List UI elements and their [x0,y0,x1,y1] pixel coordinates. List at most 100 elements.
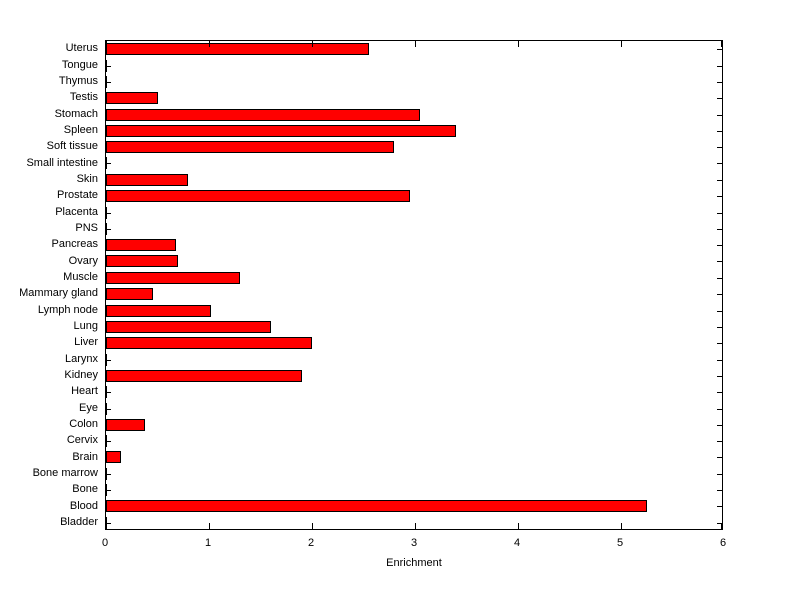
y-tick-label: PNS [75,221,98,234]
y-axis-tick-right [717,115,722,116]
y-tick-label: Brain [72,450,98,463]
y-axis-tick-right [717,506,722,507]
x-axis-tick-bottom [312,523,313,529]
y-tick-label: Mammary gland [19,287,98,300]
y-tick-label: Heart [71,385,98,398]
zero-bar [106,403,107,415]
y-axis-tick-right [717,245,722,246]
y-tick-label: Larynx [64,352,98,365]
x-axis-label: Enrichment [386,557,442,569]
zero-bar [106,60,107,72]
y-axis-tick-left [106,441,111,442]
bar [106,451,121,463]
x-axis-tick-top [518,41,519,47]
y-axis-tick-right [717,409,722,410]
y-axis-tick-right [717,49,722,50]
x-tick-label: 4 [513,537,521,549]
y-tick-label: Skin [76,172,98,185]
zero-bar [106,354,107,366]
x-axis-tick-top [312,41,313,47]
bar [106,92,158,104]
y-axis-tick-left [106,490,111,491]
zero-bar [106,435,107,447]
y-tick-label: Spleen [63,123,98,136]
y-tick-label: Small intestine [26,156,98,169]
y-tick-label: Liver [74,336,98,349]
y-tick-label: Soft tissue [46,140,98,153]
y-axis-tick-right [717,82,722,83]
y-tick-label: Placenta [55,205,98,218]
x-axis-tick-top [721,41,722,47]
y-axis-tick-right [717,474,722,475]
y-axis-tick-left [106,66,111,67]
y-tick-label: Pancreas [51,238,98,251]
y-axis-tick-right [717,360,722,361]
y-tick-label: Testis [69,91,98,104]
y-tick-label: Tongue [61,58,98,71]
y-axis-tick-right [717,66,722,67]
y-axis-tick-right [717,294,722,295]
bar [106,305,211,317]
y-axis-tick-right [717,392,722,393]
x-tick-label: 1 [204,537,212,549]
y-axis-tick-right [717,98,722,99]
bar [106,255,178,267]
y-axis-tick-right [717,425,722,426]
bar [106,337,312,349]
plot-area [105,40,723,530]
bar [106,288,153,300]
y-tick-label: Eye [79,401,98,414]
y-axis-tick-left [106,523,111,524]
x-axis-tick-bottom [518,523,519,529]
zero-bar [106,484,107,496]
y-tick-label: Thymus [58,74,98,87]
y-tick-label: Bone [72,483,98,496]
bar [106,419,145,431]
y-axis-tick-right [717,213,722,214]
y-axis-tick-right [717,131,722,132]
bar [106,190,410,202]
y-axis-tick-right [717,523,722,524]
bar [106,174,188,186]
x-tick-label: 2 [307,537,315,549]
x-axis-tick-bottom [621,523,622,529]
y-tick-label: Lymph node [37,303,98,316]
y-axis-tick-right [717,180,722,181]
zero-bar [106,386,107,398]
zero-bar [106,207,107,219]
x-axis-tick-top [106,41,107,47]
bar [106,500,647,512]
y-axis-tick-right [717,376,722,377]
y-tick-label: Uterus [65,42,98,55]
y-tick-label: Cervix [66,434,98,447]
x-axis-tick-top [415,41,416,47]
y-axis-tick-right [717,229,722,230]
x-axis-tick-bottom [209,523,210,529]
y-axis-tick-right [717,457,722,458]
bar [106,141,394,153]
y-axis-tick-left [106,360,111,361]
y-axis-tick-right [717,343,722,344]
y-tick-label: Bladder [60,515,98,528]
x-axis-tick-bottom [721,523,722,529]
y-tick-label: Kidney [64,368,98,381]
y-tick-label: Prostate [57,189,98,202]
bar [106,109,420,121]
x-tick-label: 0 [101,537,109,549]
x-tick-label: 3 [410,537,418,549]
x-tick-label: 5 [616,537,624,549]
y-axis-tick-right [717,441,722,442]
y-axis-tick-left [106,82,111,83]
y-axis-tick-right [717,196,722,197]
x-axis-tick-bottom [106,523,107,529]
bar [106,43,369,55]
y-axis-tick-left [106,392,111,393]
y-axis-tick-left [106,474,111,475]
bar [106,272,240,284]
bar [106,125,456,137]
bar [106,321,271,333]
y-axis-tick-right [717,490,722,491]
y-axis-tick-left [106,409,111,410]
y-tick-label: Bone marrow [32,466,98,479]
